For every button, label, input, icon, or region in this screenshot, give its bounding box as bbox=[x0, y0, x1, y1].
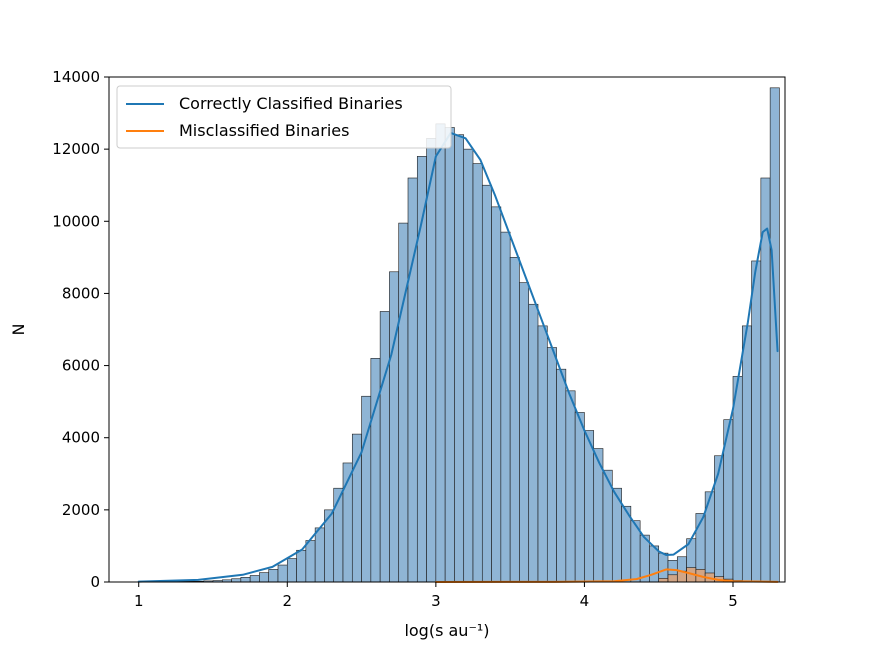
bars-layer bbox=[138, 87, 780, 583]
histogram-bar bbox=[519, 282, 530, 583]
histogram-bar bbox=[407, 177, 418, 583]
histogram-bar bbox=[277, 564, 288, 583]
y-tick-label: 0 bbox=[90, 573, 100, 591]
histogram-bar bbox=[714, 455, 725, 583]
legend: Correctly Classified Binaries Misclassif… bbox=[116, 85, 452, 149]
y-tick-label: 4000 bbox=[62, 429, 100, 447]
plot-frame bbox=[108, 76, 786, 583]
histogram-bar bbox=[769, 87, 780, 583]
histogram-bar bbox=[667, 574, 678, 583]
histogram-bar bbox=[565, 390, 576, 583]
legend-label-misclassified: Misclassified Binaries bbox=[179, 121, 349, 140]
histogram-bar bbox=[389, 271, 400, 583]
histogram-bar bbox=[584, 430, 595, 583]
histogram-bar bbox=[444, 127, 455, 583]
x-tick-label: 3 bbox=[431, 592, 441, 610]
y-tick-label: 6000 bbox=[62, 357, 100, 375]
y-tick-label: 12000 bbox=[52, 140, 100, 158]
histogram-bar bbox=[379, 311, 390, 583]
histogram-bar bbox=[463, 148, 474, 583]
x-tick-label: 5 bbox=[728, 592, 738, 610]
y-axis-label: N bbox=[9, 324, 28, 336]
histogram-bar bbox=[296, 549, 307, 583]
histogram-bar bbox=[305, 540, 316, 583]
x-tick-label: 2 bbox=[283, 592, 293, 610]
x-tick-label: 4 bbox=[580, 592, 590, 610]
histogram-bar bbox=[732, 376, 743, 583]
kde-curve bbox=[434, 568, 779, 583]
legend-label-correct: Correctly Classified Binaries bbox=[179, 94, 403, 113]
histogram-bar bbox=[426, 138, 437, 583]
histogram-bar bbox=[259, 572, 270, 583]
histogram-bar bbox=[472, 163, 483, 583]
histogram-bar bbox=[454, 134, 465, 583]
histogram-bar bbox=[751, 260, 762, 583]
histogram-bar bbox=[240, 577, 251, 583]
y-axis: 0 2000 4000 6000 8000 10000 12000 14000 bbox=[52, 68, 109, 591]
x-tick-label: 1 bbox=[134, 592, 144, 610]
y-tick-label: 2000 bbox=[62, 501, 100, 519]
histogram-bar bbox=[574, 412, 585, 583]
y-tick-label: 10000 bbox=[52, 212, 100, 230]
histogram-bar bbox=[556, 368, 567, 583]
histogram-bar bbox=[398, 222, 409, 583]
y-tick-label: 8000 bbox=[62, 284, 100, 302]
histogram-bar bbox=[268, 569, 279, 583]
histogram-bar bbox=[481, 184, 492, 583]
x-axis: 1 2 3 4 5 bbox=[134, 582, 738, 610]
histogram-bar bbox=[249, 575, 260, 583]
histogram-bar bbox=[435, 123, 446, 583]
kde-curve bbox=[137, 131, 779, 583]
histogram-bar bbox=[741, 325, 752, 583]
histogram-bar bbox=[546, 347, 557, 583]
x-axis-label: log(s au⁻¹) bbox=[404, 621, 489, 640]
histogram-bar bbox=[491, 206, 502, 583]
histogram-bar bbox=[537, 325, 548, 583]
histogram-bar bbox=[314, 527, 325, 583]
histogram-bar bbox=[528, 303, 539, 583]
legend-box bbox=[116, 85, 452, 149]
histogram-bar bbox=[286, 558, 297, 583]
y-tick-label: 14000 bbox=[52, 68, 100, 86]
histogram-bar bbox=[658, 552, 669, 583]
kde-layer bbox=[137, 131, 779, 583]
histogram-bar bbox=[658, 578, 669, 583]
histogram-bar bbox=[509, 257, 520, 583]
histogram-bar bbox=[500, 231, 511, 583]
histogram-bar bbox=[370, 358, 381, 583]
